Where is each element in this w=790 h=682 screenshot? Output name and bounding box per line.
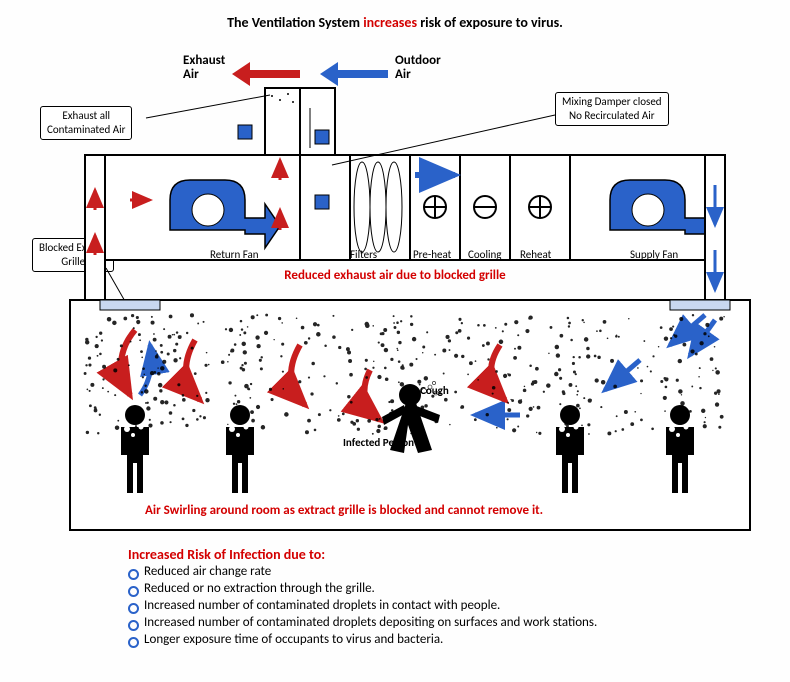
risk-item: Increased number of contaminated droplet… [128, 615, 597, 630]
preheat-label: Pre-heat [413, 248, 451, 261]
cough-label: Cough [420, 384, 449, 397]
infected-person-label: Infected Person [343, 436, 414, 449]
supply-fan-label: Supply Fan [630, 248, 678, 261]
exhaust-arrow-icon [232, 62, 300, 86]
risk-item: Reduced air change rate [128, 564, 597, 579]
outdoor-arrow-icon [320, 62, 388, 86]
risk-item: Increased number of contaminated droplet… [128, 598, 597, 613]
return-fan-label: Return Fan [210, 248, 259, 261]
risk-item: Longer exposure time of occupants to vir… [128, 632, 597, 647]
risk-item: Reduced or no extraction through the gri… [128, 581, 597, 596]
risk-heading: Increased Risk of Infection due to: [128, 546, 325, 563]
risk-list: Reduced air change rate Reduced or no ext… [128, 562, 597, 649]
filters-label: Filters [350, 248, 377, 261]
cooling-label: Cooling [468, 248, 501, 261]
mid-warning: Reduced exhaust air due to blocked grill… [0, 268, 790, 283]
room-warning: Air Swirling around room as extract gril… [145, 503, 543, 518]
reheat-label: Reheat [520, 248, 551, 261]
